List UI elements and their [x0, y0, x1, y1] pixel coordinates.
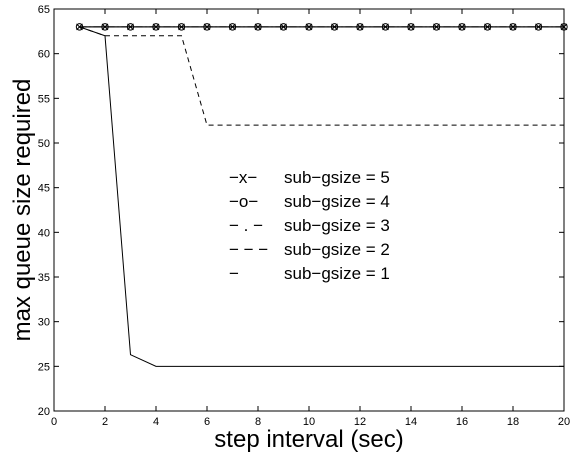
y-tick-label: 55: [38, 93, 50, 105]
data-point-x: [484, 23, 491, 31]
legend-item: − − − sub−gsize = 2: [229, 240, 390, 259]
legend-label: sub−gsize = 3: [284, 216, 390, 235]
y-tick-label: 25: [38, 361, 50, 373]
data-point-x: [382, 23, 389, 31]
x-tick-label: 10: [303, 416, 315, 428]
data-point-x-stroke: [458, 23, 466, 31]
data-point-x: [152, 23, 160, 31]
data-point-x-stroke: [305, 23, 313, 31]
x-tick-label: 16: [456, 416, 468, 428]
y-tick-label: 50: [38, 138, 50, 150]
data-point-x-stroke: [178, 23, 185, 31]
legend-symbol: −o−: [229, 192, 258, 211]
legend-symbol: −x−: [229, 168, 257, 187]
x-tick-label: 14: [405, 416, 417, 428]
legend-label: sub−gsize = 4: [284, 192, 390, 211]
data-point-x-stroke: [280, 23, 287, 31]
x-tick-label: 20: [558, 416, 570, 428]
y-tick-label: 65: [38, 4, 50, 16]
series-4: [79, 26, 564, 126]
data-point-x: [305, 23, 313, 31]
legend-item: −o− sub−gsize = 4: [229, 192, 390, 211]
data-point-x-stroke: [76, 23, 83, 31]
y-tick-label: 30: [38, 317, 50, 329]
data-point-x-stroke: [535, 23, 542, 31]
data-point-x: [76, 23, 83, 31]
data-point-x: [535, 23, 542, 31]
data-point-x-stroke: [382, 23, 389, 31]
legend-symbol: − − −: [229, 240, 268, 259]
data-point-x-stroke: [152, 23, 160, 31]
data-point-x: [356, 23, 364, 31]
data-point-x-stroke: [433, 23, 440, 31]
data-point-x: [203, 23, 211, 31]
series-line: [79, 26, 564, 367]
x-axis-title: step interval (sec): [214, 426, 403, 453]
data-point-x: [433, 23, 440, 31]
y-tick-label: 40: [38, 227, 50, 239]
y-tick-label: 60: [38, 49, 50, 61]
data-point-x-stroke: [509, 23, 517, 31]
series-1: [76, 23, 568, 31]
legend-symbol: −: [229, 264, 239, 283]
data-point-x: [127, 23, 134, 31]
legend-item: − . − sub−gsize = 3: [229, 216, 390, 235]
data-point-x-stroke: [331, 23, 338, 31]
data-point-x-stroke: [229, 23, 236, 31]
data-point-x-stroke: [407, 23, 415, 31]
legend-item: − sub−gsize = 1: [229, 264, 390, 283]
x-tick-label: 12: [354, 416, 366, 428]
legend-label: sub−gsize = 5: [284, 168, 390, 187]
x-tick-label: 6: [204, 416, 210, 428]
y-axis-title: max queue size required: [9, 79, 36, 342]
data-point-x-stroke: [356, 23, 364, 31]
legend-item: −x− sub−gsize = 5: [229, 168, 390, 187]
data-point-x-stroke: [254, 23, 262, 31]
x-tick-label: 2: [102, 416, 108, 428]
y-tick-label: 45: [38, 183, 50, 195]
data-point-x-stroke: [127, 23, 134, 31]
x-tick-label: 8: [255, 416, 261, 428]
x-tick-label: 18: [507, 416, 519, 428]
legend-symbol: − . −: [229, 216, 263, 235]
series-line: [79, 26, 564, 126]
x-tick-label: 4: [153, 416, 159, 428]
y-tick-label: 20: [38, 406, 50, 418]
data-point-x: [254, 23, 262, 31]
data-point-x: [407, 23, 415, 31]
data-point-x: [331, 23, 338, 31]
data-point-x-stroke: [101, 23, 109, 31]
data-point-x: [178, 23, 185, 31]
data-point-x: [280, 23, 287, 31]
y-tick-label: 35: [38, 272, 50, 284]
data-point-x: [101, 23, 109, 31]
legend-label: sub−gsize = 2: [284, 240, 390, 259]
data-point-x: [229, 23, 236, 31]
legend-label: sub−gsize = 1: [284, 264, 390, 283]
x-tick-label: 0: [51, 416, 57, 428]
legend: −x− sub−gsize = 5 −o− sub−gsize = 4 − . − sub…: [229, 168, 390, 283]
data-point-x: [509, 23, 517, 31]
ticks-layer: 0 2 4 6 8 10 12 14 16 18 20 20 25 30 35 40 45 50 55 60 65: [38, 4, 570, 428]
data-point-x-stroke: [484, 23, 491, 31]
series-5: [79, 26, 564, 367]
data-point-x-stroke: [203, 23, 211, 31]
series-layer: [75, 23, 568, 367]
data-point-x: [458, 23, 466, 31]
